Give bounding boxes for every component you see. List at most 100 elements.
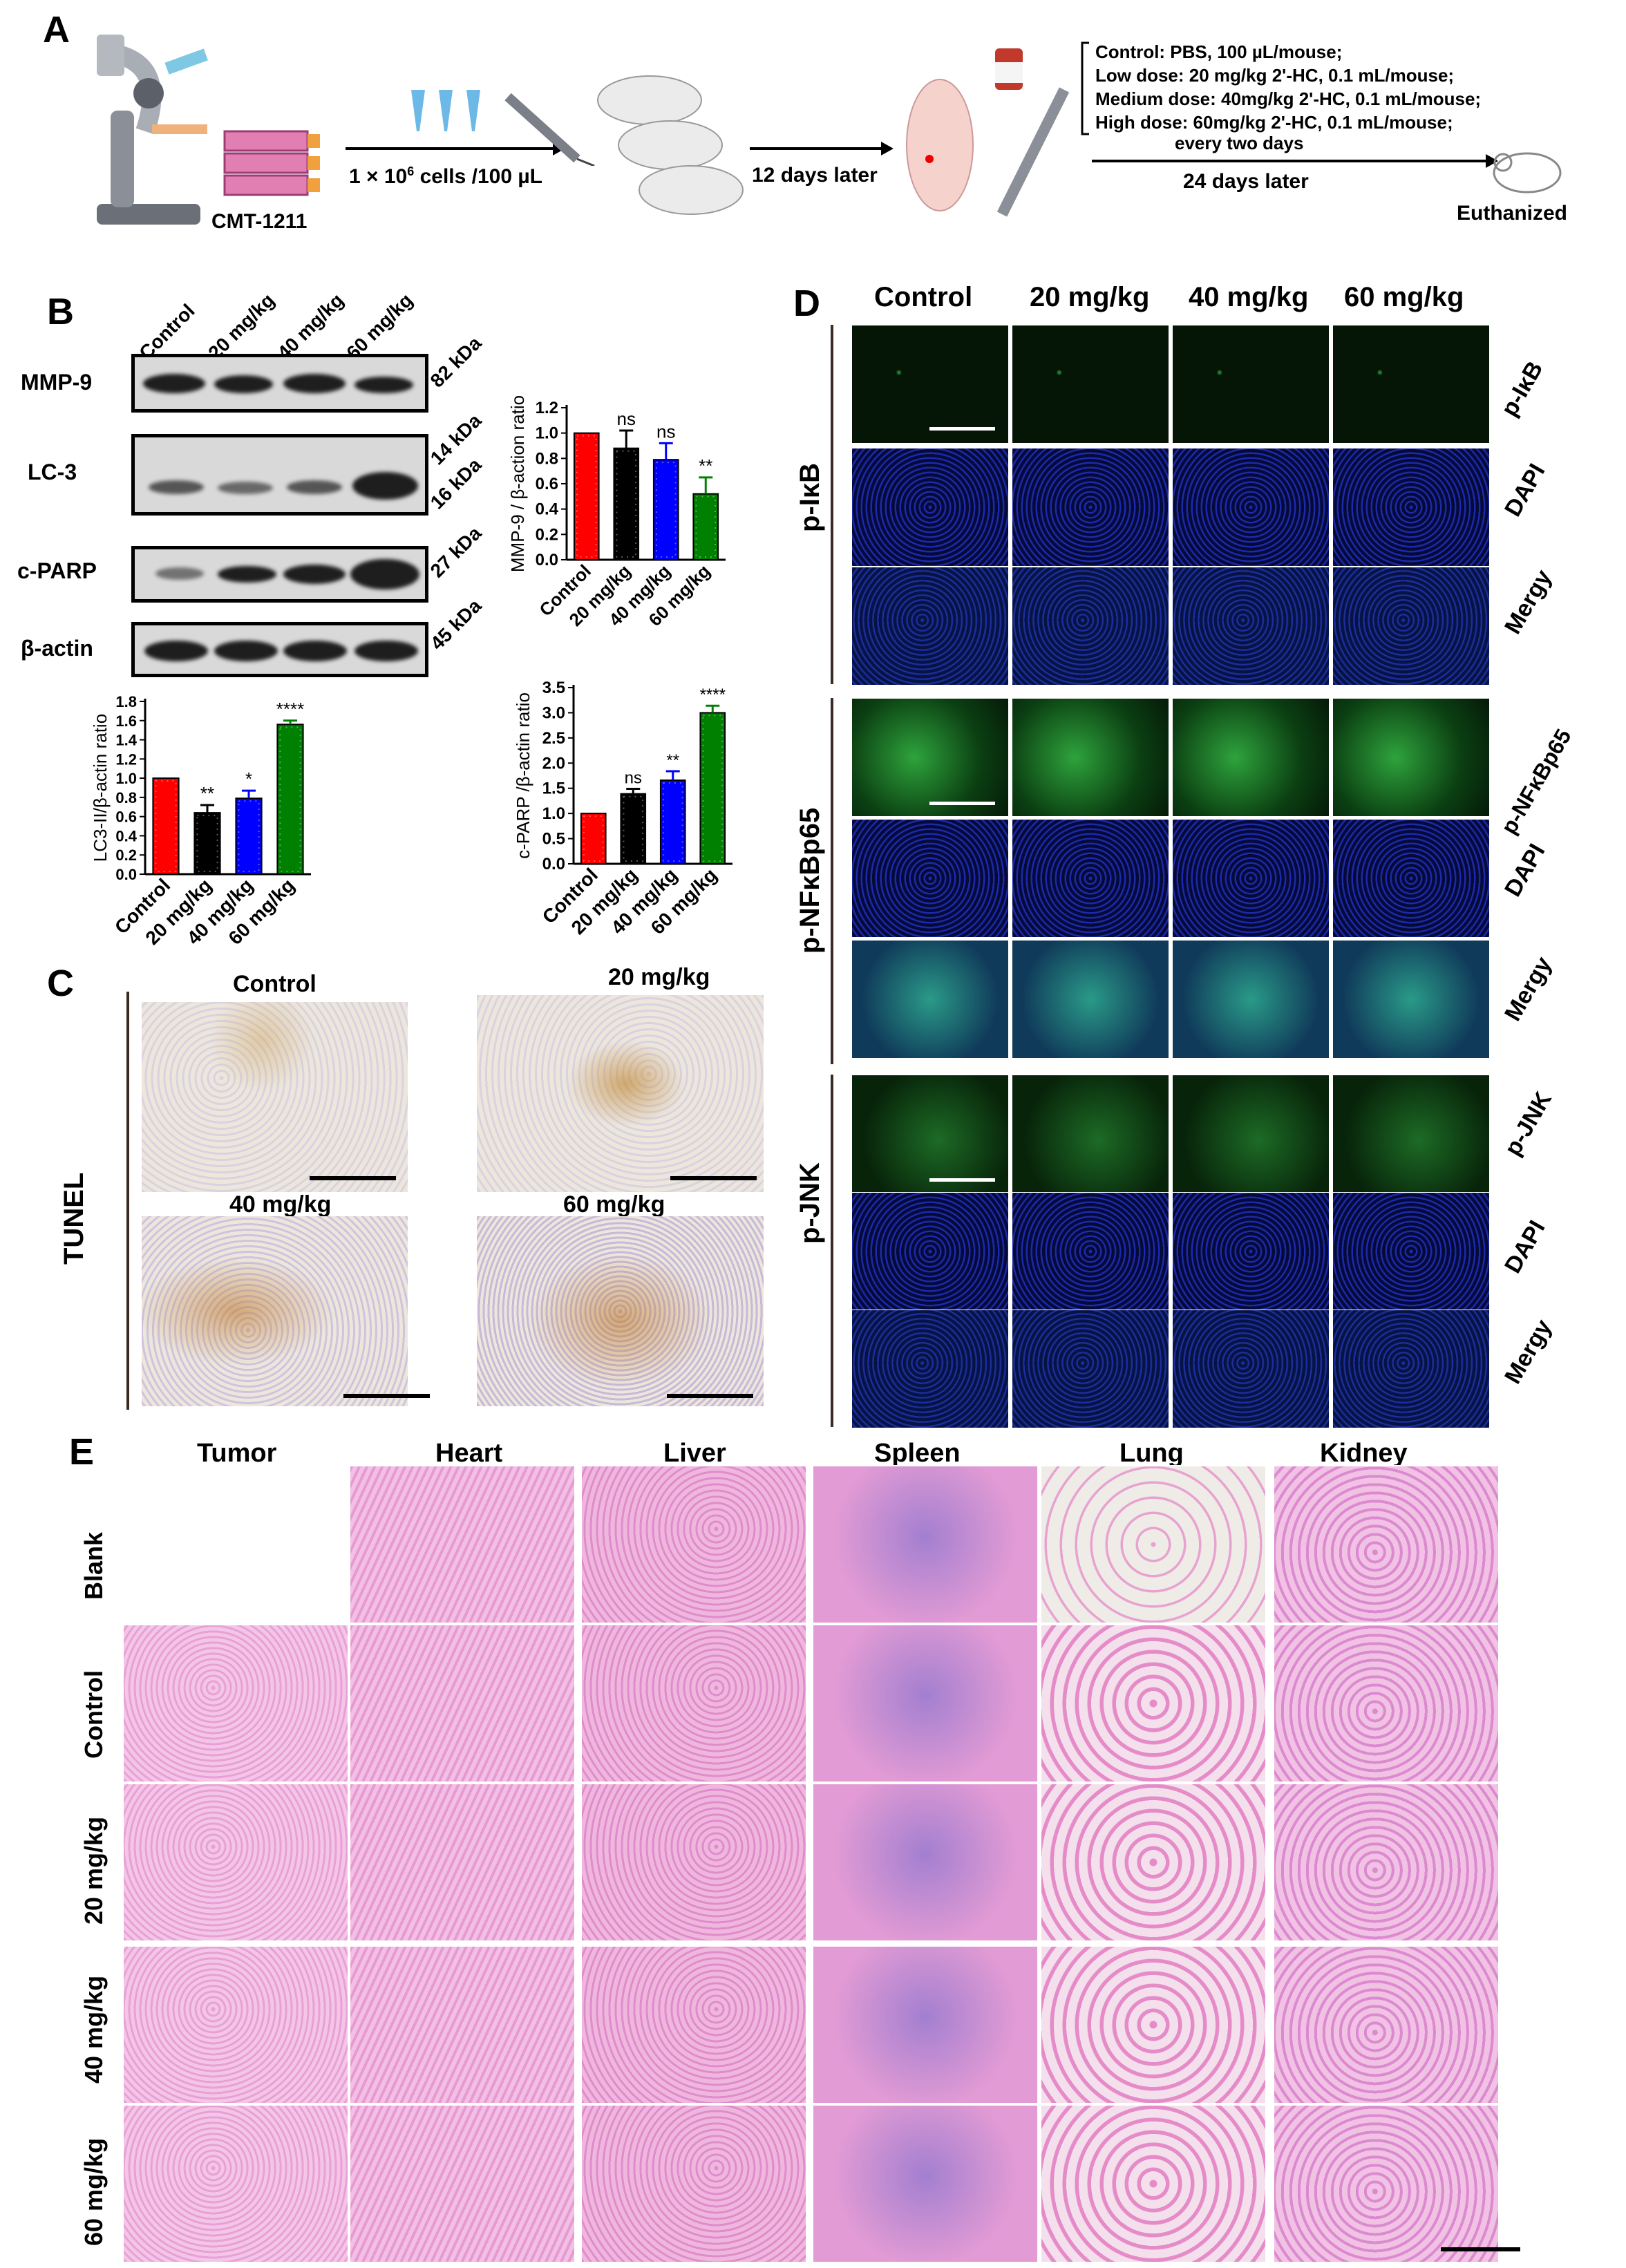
y-tick-label: 1.0	[115, 770, 137, 787]
dose-high: High dose: 60mg/kg 2'-HC, 0.1 mL/mouse;	[1095, 112, 1453, 133]
scale-bar-c1	[310, 1176, 396, 1180]
he-heart-60	[349, 2104, 576, 2263]
he-heart-20	[349, 1783, 576, 1942]
fluor-dapi-2	[1012, 819, 1169, 938]
sig-label-2: ns	[625, 768, 642, 787]
fluor-mergy-4	[1332, 567, 1490, 686]
d-group-label-pjnk: p-JNK	[795, 1162, 825, 1244]
chart-cparp-ratio: 0.0 0.5 1.0 1.5 2.0 2.5 3.0 3.5 c-PARP /β-actin …	[513, 679, 732, 938]
he-tumor-60	[122, 2104, 349, 2263]
blot-label-mmp9: MMP-9	[21, 370, 93, 395]
sig-label-3: *	[245, 768, 252, 789]
he-kidney-blank	[1273, 1465, 1500, 1624]
fluor-scale-bar-1	[929, 427, 995, 431]
he-spleen-blank	[812, 1465, 1039, 1624]
bar-2	[620, 793, 647, 865]
y-tick-label: 3.5	[542, 679, 565, 697]
tunel-divider	[126, 992, 129, 1410]
panel-label-b: B	[47, 291, 74, 332]
y-tick-label: 0.2	[536, 525, 558, 544]
e-row-60: 60 mg/kg	[79, 2137, 108, 2246]
cell-line-label: CMT-1211	[211, 210, 308, 233]
fluor-dapi-4	[1332, 1192, 1490, 1311]
e-col-kidney: Kidney	[1320, 1439, 1408, 1468]
fluor-dapi-3	[1172, 1192, 1330, 1311]
e-row-control: Control	[79, 1670, 108, 1759]
chart-mmp9-ratio: 0.0 0.2 0.4 0.6 0.8 1.0 1.2 MMP-9 / β-action ra…	[507, 395, 726, 630]
dose-list: Control: PBS, 100 µL/mouse; Low dose: 20…	[1095, 40, 1481, 134]
d-row-label-dapi-3: DAPI	[1500, 1216, 1551, 1278]
dose-bracket	[1081, 41, 1089, 135]
panel-label-e: E	[69, 1431, 95, 1473]
he-kidney-20	[1273, 1783, 1500, 1942]
d-divider-3	[831, 1075, 833, 1427]
tubes-syringe-illustration	[411, 90, 595, 166]
he-kidney-60	[1273, 2104, 1500, 2263]
bar-texture-3	[655, 462, 677, 558]
y-tick-label: 0.4	[115, 827, 137, 844]
he-liver-control	[580, 1624, 807, 1783]
fluor-scale-bar-3	[929, 1178, 995, 1182]
fluor-dapi-4	[1332, 819, 1490, 938]
fluor-pikb-3	[1172, 325, 1330, 444]
he-heart-control	[349, 1624, 576, 1783]
fluor-pjnk-3	[1172, 1075, 1330, 1193]
fluor-pikb-2	[1012, 325, 1169, 444]
d-col-60: 60 mg/kg	[1344, 282, 1464, 312]
panel-label-c: C	[47, 963, 74, 1004]
blot-actin	[131, 622, 428, 677]
kda-cparp: 27 kDa	[426, 522, 486, 582]
sig-label-2: ns	[617, 408, 636, 429]
y-tick-label: 1.4	[115, 732, 137, 749]
injection-label: 1 × 106 cells /100 µL	[349, 164, 542, 188]
bar-texture-3	[238, 800, 260, 872]
y-tick-label: 0.5	[542, 830, 565, 849]
y-tick-label: 0.8	[536, 449, 558, 468]
y-axis-label: c-PARP /β-actin ratio	[513, 692, 533, 859]
tunel-image-20	[477, 995, 764, 1192]
blot-label-actin: β-actin	[21, 636, 93, 661]
bar-4	[699, 712, 726, 864]
y-tick-label: 1.2	[115, 750, 137, 768]
fluor-pjnk-2	[1012, 1075, 1169, 1193]
fluor-nfkb-1	[851, 698, 1009, 817]
y-tick-label: 0.2	[115, 847, 137, 864]
fluor-dapi-1	[851, 448, 1009, 567]
he-lung-blank	[1040, 1465, 1267, 1624]
dose-low: Low dose: 20 mg/kg 2'-HC, 0.1 mL/mouse;	[1095, 65, 1455, 86]
fluor-mergy-1	[851, 567, 1009, 686]
tunel-title-control: Control	[233, 971, 316, 997]
fluor-pikb-1	[851, 325, 1009, 444]
fluor-mergy-2	[1012, 567, 1169, 686]
dose-frequency: every two days	[1175, 133, 1304, 153]
bar-3	[235, 797, 263, 875]
he-spleen-40	[812, 1945, 1039, 2104]
d-row-label-mergy-3: Mergy	[1500, 1315, 1557, 1388]
bar-texture-1	[576, 435, 597, 558]
d-col-20: 20 mg/kg	[1030, 282, 1150, 312]
d-row-label-dapi-2: DAPI	[1500, 839, 1551, 901]
y-tick-label: 0.4	[536, 500, 559, 519]
d-col-control: Control	[874, 282, 973, 312]
fluor-dapi-1	[851, 1192, 1009, 1311]
d-divider-1	[831, 325, 833, 684]
fluor-mergy-2	[1012, 940, 1169, 1059]
fluor-dapi-3	[1172, 819, 1330, 938]
he-heart-40	[349, 1945, 576, 2104]
y-tick-label: 1.0	[536, 424, 558, 443]
y-tick-label: 2.5	[542, 729, 565, 748]
cell-flasks-illustration	[223, 130, 320, 196]
tunel-label: TUNEL	[59, 1172, 89, 1265]
fluor-dapi-1	[851, 819, 1009, 938]
he-tumor-40	[122, 1945, 349, 2104]
d-row-label-pikb: p-IκB	[1496, 357, 1549, 421]
arrow-2	[750, 142, 894, 155]
bar-2	[613, 447, 640, 560]
fluor-nfkb-4	[1332, 698, 1490, 817]
panel-label-d: D	[793, 283, 820, 324]
kda-actin: 45 kDa	[426, 594, 486, 654]
e-col-heart: Heart	[435, 1439, 503, 1468]
d-row-label-nfkb: p-NFκBp65	[1496, 724, 1576, 838]
sig-label-4: ****	[276, 699, 304, 719]
y-axis-label: MMP-9 / β-action ratio	[507, 395, 528, 572]
